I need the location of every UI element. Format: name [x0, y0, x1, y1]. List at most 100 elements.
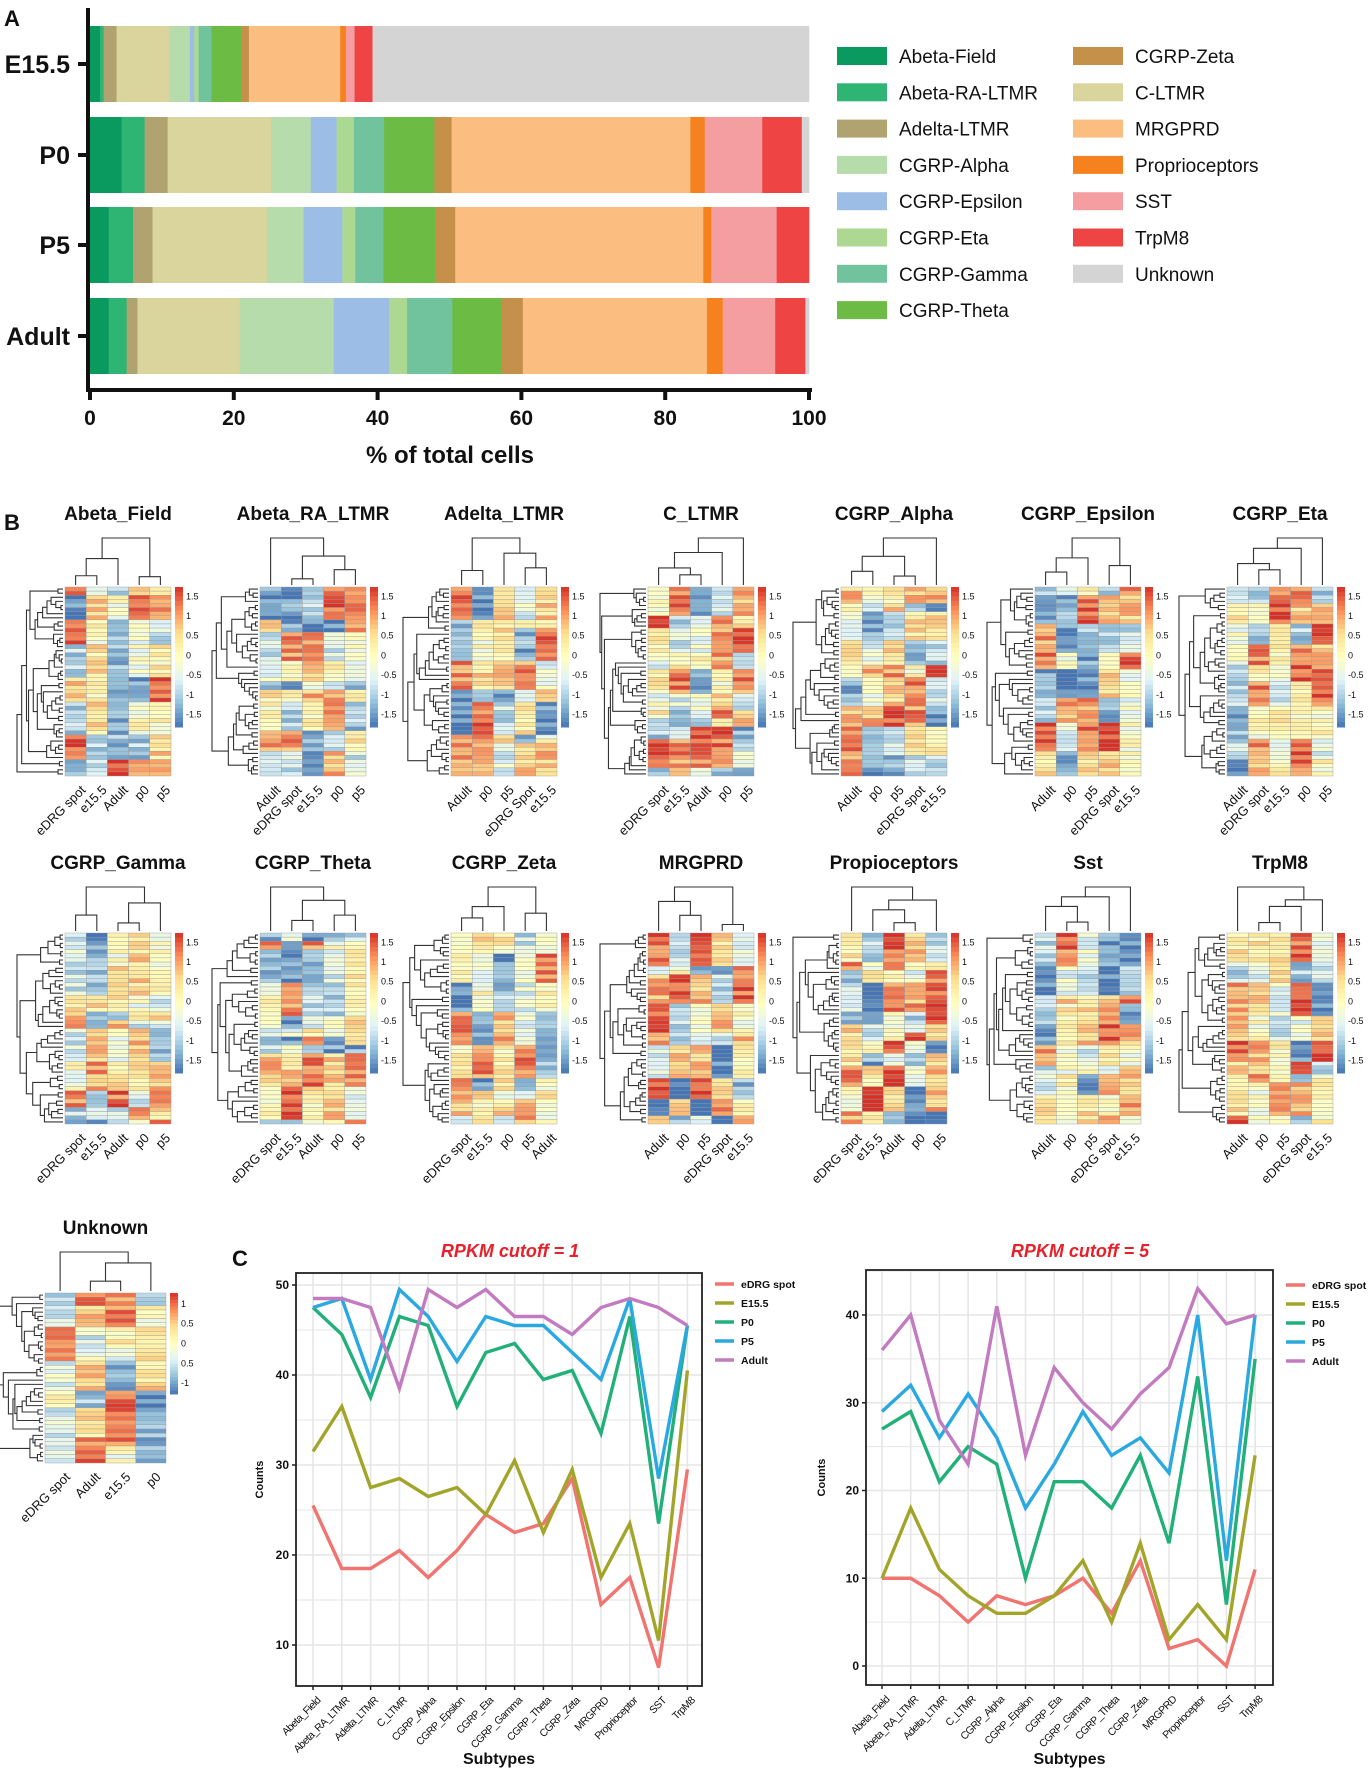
heatmap-cell — [1098, 685, 1120, 690]
heatmap-cell — [1290, 656, 1312, 662]
heatmap-cell — [64, 1103, 87, 1108]
heatmap-cell — [259, 730, 282, 736]
heatmap-cell — [1311, 974, 1334, 979]
heatmap-cell — [732, 710, 755, 715]
heatmap-cell — [450, 1019, 473, 1025]
heatmap-cell — [711, 734, 733, 740]
heatmap-cell — [259, 673, 282, 678]
heatmap-cell — [259, 1015, 282, 1021]
heatmap-cell — [711, 1061, 733, 1067]
color-scale-step — [951, 1021, 959, 1027]
heatmap-cell — [344, 1024, 367, 1029]
heatmap-cell — [732, 1086, 755, 1091]
heatmap-cell — [281, 595, 303, 600]
color-scale-step — [370, 638, 378, 644]
heatmap-cell — [535, 648, 558, 653]
heatmap-cell — [1269, 710, 1291, 715]
heatmap-cell — [135, 1292, 167, 1298]
dendrogram-branch — [54, 996, 63, 1005]
heatmap-cell — [862, 586, 884, 592]
heatmap-cell — [711, 1007, 733, 1013]
color-scale-step — [370, 1068, 378, 1074]
heatmap-cell — [259, 705, 282, 711]
heatmap-cell — [149, 595, 172, 600]
heatmap-cell — [1077, 936, 1099, 942]
color-scale-step — [561, 942, 569, 948]
heatmap-cell — [690, 623, 712, 629]
heatmap-cell — [85, 697, 108, 703]
heatmap-cell — [862, 957, 884, 963]
color-scale-step — [1337, 1026, 1345, 1032]
heatmap-cell — [44, 1433, 76, 1438]
heatmap-cell — [323, 1094, 346, 1100]
color-scale-step — [370, 633, 378, 639]
heatmap-cell — [1226, 681, 1249, 686]
heatmap-cell — [1226, 640, 1249, 645]
heatmap-cell — [128, 932, 151, 938]
heatmap-cell — [690, 961, 712, 967]
heatmap-cell — [514, 673, 536, 678]
dendrogram-branch — [43, 1108, 63, 1123]
dendrogram-branch — [812, 983, 827, 1011]
heatmap-cell — [149, 970, 172, 975]
heatmap-cell — [1055, 689, 1078, 695]
color-scale-step — [758, 713, 766, 719]
color-scale-step — [370, 713, 378, 719]
dendrogram-branch — [252, 756, 258, 763]
dendrogram-branch — [16, 1406, 40, 1422]
heatmap-cell — [1311, 1040, 1334, 1046]
heatmap-cell — [472, 656, 494, 662]
heatmap-cell — [1226, 652, 1249, 658]
heatmap-cell — [493, 619, 515, 625]
heatmap-cell — [669, 1036, 691, 1042]
heatmap-cell — [149, 730, 172, 736]
color-scale-step — [370, 1026, 378, 1032]
heatmap-cell — [862, 767, 884, 773]
heatmap-cell — [259, 623, 282, 629]
heatmap-cell — [344, 1082, 367, 1087]
heatmap-cell — [493, 1103, 515, 1108]
heatmap-cell — [669, 668, 691, 674]
dendrogram-branch — [1026, 596, 1033, 602]
heatmap-cell — [669, 627, 691, 633]
heatmap-cell — [64, 619, 87, 625]
dendrogram-branch — [439, 1090, 449, 1098]
heatmap-cell — [128, 982, 151, 988]
heatmap-cell — [493, 982, 515, 988]
heatmap-cell — [840, 1053, 863, 1058]
heatmap-cell — [149, 586, 172, 592]
heatmap-cells — [450, 586, 558, 777]
heatmap-cell — [1269, 1049, 1291, 1054]
heatmap-cell — [862, 999, 884, 1004]
heatmap-cell — [281, 730, 303, 736]
heatmap-cell — [862, 619, 884, 625]
heatmap-cell — [302, 619, 324, 625]
heatmap-cell — [690, 726, 712, 732]
heatmap-cell — [535, 966, 558, 971]
dendrogram-branch — [641, 1117, 646, 1123]
heatmap-cell — [1119, 953, 1142, 959]
color-scale-step — [1337, 1049, 1345, 1055]
heatmap-cell — [64, 751, 87, 756]
heatmap-cell — [1247, 660, 1270, 666]
heatmap-cell — [450, 990, 473, 996]
heatmap-cell — [690, 627, 712, 633]
heatmap-cell — [1119, 1111, 1142, 1116]
legend-item: SST — [1073, 192, 1172, 213]
heatmap-cell — [281, 999, 303, 1004]
heatmap-cell — [1269, 953, 1291, 959]
color-scale-bar: 1.510.50-0.5-1-1.5 — [561, 587, 588, 728]
heatmap-cell — [344, 673, 367, 678]
color-scale-step — [951, 1040, 959, 1046]
heatmap-cell — [1269, 970, 1291, 975]
dendrogram-branch — [436, 1009, 449, 1017]
heatmap-cell — [259, 941, 282, 946]
heatmap-cell — [1226, 751, 1249, 756]
color-scale-step — [175, 694, 183, 700]
heatmap-cell — [1290, 949, 1312, 954]
dendrogram-branch — [1181, 1010, 1211, 1089]
heatmap-cell — [1098, 705, 1120, 711]
color-scale-step — [951, 675, 959, 681]
heatmap-cell — [323, 1103, 346, 1108]
